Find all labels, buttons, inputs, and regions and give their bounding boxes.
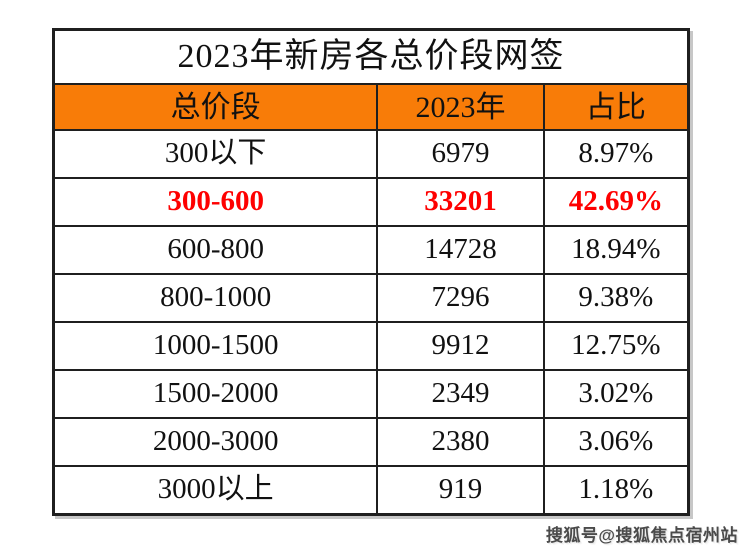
cell-share: 42.69% <box>542 177 690 227</box>
table-row: 2000-3000 2380 3.06% <box>52 417 690 467</box>
table-row: 1500-2000 2349 3.02% <box>52 369 690 419</box>
cell-count: 2349 <box>376 369 545 419</box>
table-row: 600-800 14728 18.94% <box>52 225 690 275</box>
table-row: 300以下 6979 8.97% <box>52 129 690 179</box>
table-title: 2023年新房各总价段网签 <box>52 28 690 85</box>
cell-count: 33201 <box>376 177 545 227</box>
table-header-row: 总价段 2023年 占比 <box>52 83 690 131</box>
cell-count: 7296 <box>376 273 545 323</box>
cell-segment: 600-800 <box>52 225 379 275</box>
table-title-row: 2023年新房各总价段网签 <box>52 28 690 85</box>
cell-segment: 800-1000 <box>52 273 379 323</box>
cell-share: 9.38% <box>542 273 690 323</box>
cell-count: 919 <box>376 465 545 516</box>
cell-segment: 2000-3000 <box>52 417 379 467</box>
table-row: 300-600 33201 42.69% <box>52 177 690 227</box>
cell-segment: 300以下 <box>52 129 379 179</box>
cell-count: 2380 <box>376 417 545 467</box>
cell-share: 3.06% <box>542 417 690 467</box>
cell-segment: 1500-2000 <box>52 369 379 419</box>
cell-share: 18.94% <box>542 225 690 275</box>
column-header-segment: 总价段 <box>52 83 379 131</box>
cell-share: 12.75% <box>542 321 690 371</box>
table-row: 1000-1500 9912 12.75% <box>52 321 690 371</box>
cell-count: 14728 <box>376 225 545 275</box>
cell-count: 9912 <box>376 321 545 371</box>
sohu-watermark: 搜狐号@搜狐焦点宿州站 <box>545 526 738 545</box>
cell-share: 8.97% <box>542 129 690 179</box>
cell-share: 3.02% <box>542 369 690 419</box>
cell-count: 6979 <box>376 129 545 179</box>
cell-segment: 300-600 <box>52 177 379 227</box>
column-header-share: 占比 <box>542 83 690 131</box>
column-header-year: 2023年 <box>376 83 545 131</box>
cell-segment: 1000-1500 <box>52 321 379 371</box>
cell-segment: 3000以上 <box>52 465 379 516</box>
table-row: 800-1000 7296 9.38% <box>52 273 690 323</box>
cell-share: 1.18% <box>542 465 690 516</box>
price-segment-table: 2023年新房各总价段网签 总价段 2023年 占比 300以下 6979 8.… <box>52 28 690 516</box>
table-row: 3000以上 919 1.18% <box>52 465 690 516</box>
